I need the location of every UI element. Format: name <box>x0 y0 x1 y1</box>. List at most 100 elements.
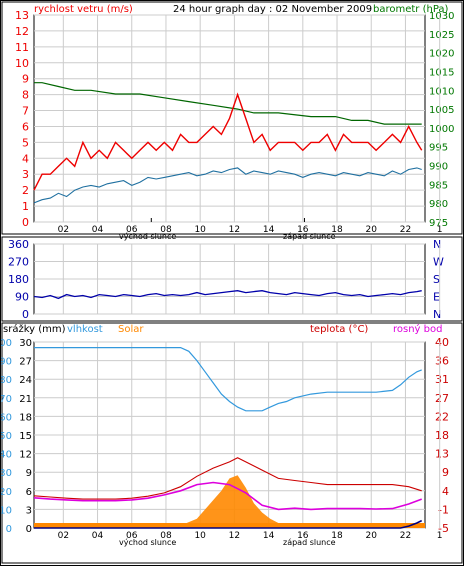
humidity-y-tick: 90 <box>1 357 12 368</box>
rain-y-tick: 30 <box>19 338 32 349</box>
wind-pressure-x-tick: 1 <box>437 225 443 235</box>
sunrise-label-bottom: východ slunce <box>119 538 176 547</box>
humidity-y-tick: 30 <box>1 468 12 479</box>
rain-y-tick: 27 <box>19 357 32 368</box>
pressure-y-tick: 985 <box>429 180 448 191</box>
wind-y-tick: 10 <box>15 57 29 70</box>
wind-y-tick: 9 <box>22 73 29 86</box>
temperature-y-tick: 18 <box>435 429 449 442</box>
rosný bod-line <box>33 481 422 511</box>
solar-axis-title: Solar <box>118 324 144 335</box>
wind-pressure-x-tick: 18 <box>331 225 343 235</box>
rain-y-tick: 21 <box>19 394 32 405</box>
wind-y-tick: 13 <box>15 9 29 22</box>
direction-y-tick: 360 <box>8 238 29 251</box>
compass-label: S <box>433 273 440 286</box>
wind-pressure-x-tick: 14 <box>263 225 275 235</box>
temperature-y-tick: 4 <box>442 485 449 498</box>
wind-direction-line <box>33 290 422 300</box>
rain-y-tick: 0 <box>26 524 32 535</box>
humidity-y-tick: 80 <box>1 375 12 386</box>
climate-x-tick: 18 <box>331 531 343 541</box>
teplota-line <box>33 457 422 500</box>
pressure-y-tick: 980 <box>429 199 448 210</box>
direction-y-tick: 270 <box>8 256 29 269</box>
wind-y-tick: 3 <box>22 168 29 181</box>
temperature-y-tick: 36 <box>435 355 449 368</box>
wind-pressure-x-tick: 08 <box>160 225 172 235</box>
humidity-y-tick: 20 <box>1 487 12 498</box>
wind-pressure-x-tick: 12 <box>229 225 240 235</box>
humidity-y-tick: 60 <box>1 412 12 423</box>
compass-label: E <box>433 291 440 304</box>
temperature-axis-title: teplota (°C) <box>310 324 368 335</box>
humidity-y-tick: 100 <box>1 338 12 349</box>
climate-x-tick: 14 <box>263 531 275 541</box>
wind-y-tick: 12 <box>15 25 29 38</box>
humidity-axis-title: vlhkost <box>67 324 103 335</box>
wind-pressure-panel <box>1 1 463 235</box>
rain-y-tick: 24 <box>19 375 32 386</box>
pressure-y-tick: 1030 <box>429 11 454 22</box>
wind-y-tick: 1 <box>22 200 29 213</box>
rain-y-tick: 18 <box>19 412 32 423</box>
pressure-y-tick: 1005 <box>429 105 454 116</box>
wind-y-tick: 0 <box>22 216 29 229</box>
gust-line <box>33 92 423 191</box>
temperature-y-tick: 13 <box>435 448 449 461</box>
wind-pressure-x-tick: 20 <box>366 225 378 235</box>
direction-y-tick: 0 <box>22 308 29 321</box>
pressure-y-tick: 975 <box>429 218 448 229</box>
climate-x-tick: 08 <box>160 531 172 541</box>
rain-y-tick: 9 <box>26 468 32 479</box>
wind-pressure-x-tick: 06 <box>126 225 138 235</box>
pressure-y-tick: 1020 <box>429 49 454 60</box>
wind-pressure-x-tick: 16 <box>297 225 309 235</box>
wind-y-tick: 6 <box>22 120 29 133</box>
climate-x-tick: 16 <box>297 531 309 541</box>
sunset-label-bottom: západ slunce <box>283 538 336 547</box>
temperature-y-tick: 9 <box>442 466 449 479</box>
wind-y-tick: 4 <box>22 152 29 165</box>
temperature-y-tick: 22 <box>435 410 449 423</box>
srážky-line <box>34 519 423 529</box>
temperature-y-tick: -1 <box>438 503 449 516</box>
humidity-y-tick: 50 <box>1 431 12 442</box>
wind-line <box>33 167 422 204</box>
climate-x-tick: 06 <box>126 531 138 541</box>
climate-x-tick: 1 <box>437 531 443 541</box>
dewpoint-axis-title: rosný bod <box>393 323 442 335</box>
direction-y-tick: 180 <box>8 273 29 286</box>
solar-baseline <box>34 523 425 528</box>
temperature-y-tick: 40 <box>435 336 449 349</box>
wind-pressure-x-tick: 22 <box>400 225 411 235</box>
rain-axis-title: srážky (mm) <box>3 323 66 335</box>
wind-y-tick: 7 <box>22 105 29 118</box>
temperature-y-tick: -5 <box>438 522 449 535</box>
pressure-y-tick: 990 <box>429 162 448 173</box>
climate-x-tick: 22 <box>400 531 411 541</box>
climate-panel <box>1 322 463 564</box>
compass-label: W <box>433 256 444 269</box>
pressure-y-tick: 995 <box>429 143 448 154</box>
compass-label: N <box>433 308 441 321</box>
rain-y-tick: 6 <box>26 487 32 498</box>
wind-y-tick: 5 <box>22 136 29 149</box>
temperature-y-tick: 31 <box>435 373 449 386</box>
climate-x-tick: 02 <box>58 531 69 541</box>
humidity-y-tick: 0 <box>6 524 12 535</box>
humidity-y-tick: 40 <box>1 450 12 461</box>
climate-x-tick: 20 <box>366 531 378 541</box>
rain-y-tick: 3 <box>26 505 32 516</box>
rain-y-tick: 12 <box>19 450 32 461</box>
wind-pressure-x-tick: 04 <box>92 225 104 235</box>
pressure-y-tick: 1015 <box>429 67 454 78</box>
solar-area <box>34 475 422 528</box>
pressure-line <box>34 82 422 125</box>
humidity-y-tick: 10 <box>1 505 12 516</box>
climate-x-tick: 12 <box>229 531 240 541</box>
pressure-y-tick: 1010 <box>429 86 454 97</box>
pressure-y-tick: 1000 <box>429 124 454 135</box>
